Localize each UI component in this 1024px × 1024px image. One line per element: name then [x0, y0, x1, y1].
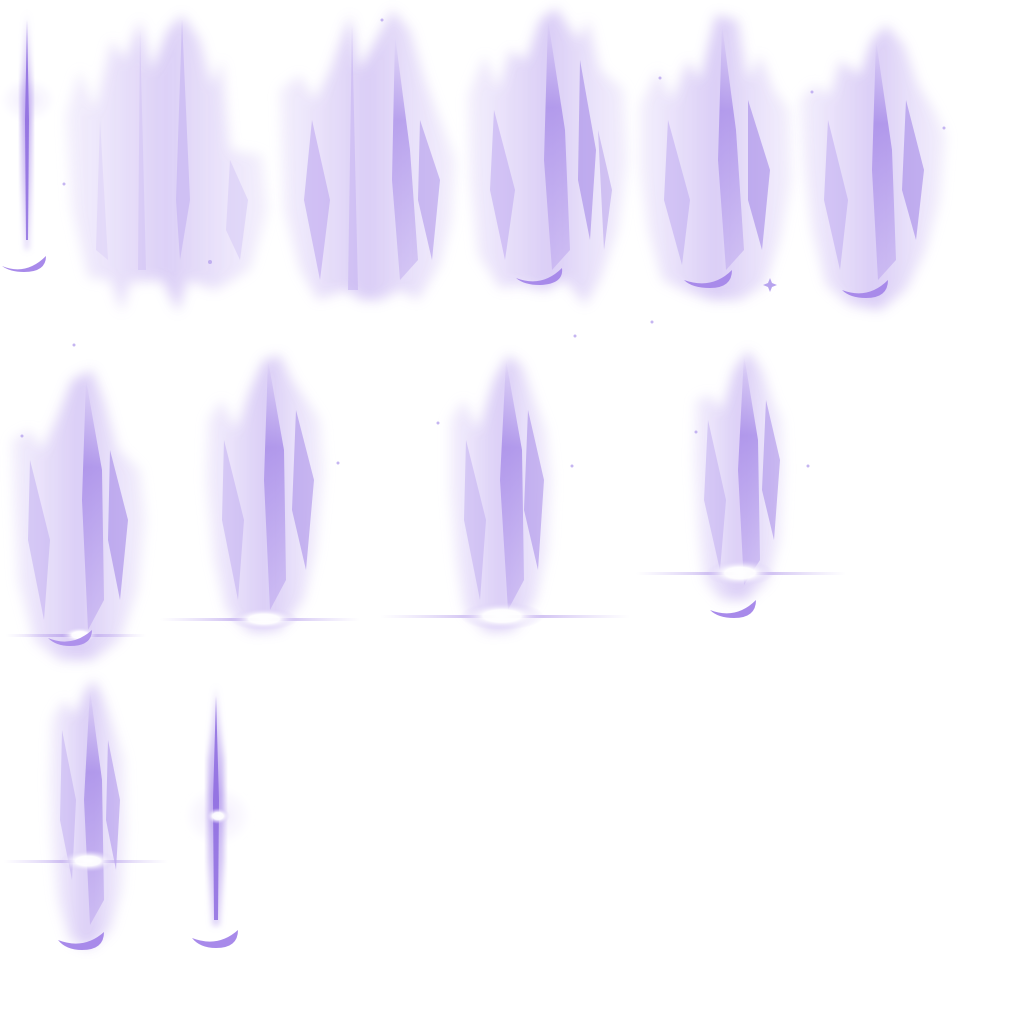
crescent-icon — [192, 930, 238, 948]
sprite-frame-1 — [0, 12, 56, 272]
sprite-frame-7 — [6, 370, 146, 660]
sprite-frame-10 — [636, 350, 846, 618]
sprite-frame-11 — [4, 680, 168, 950]
crescent-icon — [842, 280, 888, 298]
flash-icon — [60, 850, 116, 872]
flash-icon — [206, 808, 230, 824]
sprite-frame-5 — [640, 15, 792, 300]
sprite-frame-9 — [380, 355, 630, 632]
sprite-frame-12 — [184, 686, 252, 948]
crescent-icon — [58, 932, 104, 950]
sprite-frame-4 — [468, 8, 628, 305]
crescent-icon — [684, 270, 732, 288]
sparkle-group — [20, 18, 946, 468]
flash-icon — [460, 602, 544, 630]
crescent-icon — [710, 600, 756, 618]
flash-icon — [706, 560, 774, 586]
sprite-frame-2 — [66, 15, 268, 312]
sprite-frame-3 — [280, 10, 456, 300]
flash-icon — [230, 608, 298, 630]
sprite-frame-8 — [160, 355, 360, 632]
crescent-icon — [516, 268, 563, 285]
crescent-icon — [48, 630, 92, 646]
sparkle-icon — [763, 278, 777, 292]
crescent-icon — [2, 256, 46, 272]
sprite-frame-6 — [800, 25, 946, 310]
